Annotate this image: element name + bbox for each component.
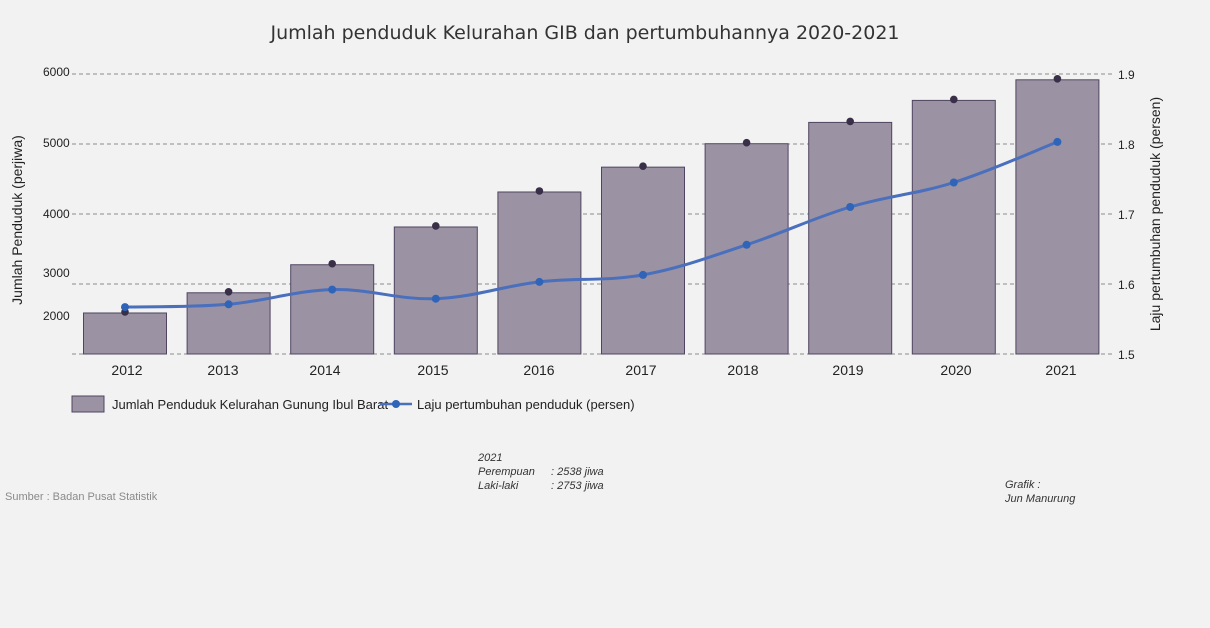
note-female-label: Perempuan xyxy=(478,466,535,478)
bar-marker-2013 xyxy=(224,287,233,296)
right-tick-label: 1.6 xyxy=(1118,278,1135,292)
bar-2019 xyxy=(808,121,893,355)
x-tick-label: 2021 xyxy=(1045,362,1076,378)
x-tick-label: 2020 xyxy=(940,362,971,378)
legend: Jumlah Penduduk Kelurahan Gunung Ibul Ba… xyxy=(71,395,635,413)
left-axis-label: Jumlah Penduduk (perjiwa) xyxy=(9,135,25,305)
legend-bar-label: Jumlah Penduduk Kelurahan Gunung Ibul Ba… xyxy=(112,397,388,412)
bar-2015 xyxy=(393,226,478,355)
legend-line-label: Laju pertumbuhan penduduk (persen) xyxy=(417,397,635,412)
left-axis-ticks: 6000 5000 4000 3000 2000 xyxy=(43,65,70,323)
note-year: 2021 xyxy=(478,452,503,464)
x-tick-label: 2019 xyxy=(832,362,863,378)
credit-label: Grafik : xyxy=(1005,479,1041,491)
growth-line-series xyxy=(121,137,1062,312)
bar-2012 xyxy=(83,312,167,355)
line-point-2013 xyxy=(224,300,233,309)
line-point-2015 xyxy=(431,294,440,303)
line-point-2012 xyxy=(121,303,129,312)
bar-2021 xyxy=(1015,79,1100,355)
bar-2016 xyxy=(497,191,582,355)
left-tick-label: 5000 xyxy=(43,136,70,150)
right-tick-label: 1.5 xyxy=(1118,348,1135,362)
legend-bar-swatch xyxy=(71,395,105,413)
x-tick-label: 2013 xyxy=(207,362,238,378)
right-tick-label: 1.7 xyxy=(1118,208,1135,222)
x-tick-label: 2012 xyxy=(111,362,142,378)
line-point-2017 xyxy=(639,270,647,279)
x-tick-label: 2014 xyxy=(309,362,340,378)
credit: Grafik : Jun Manurung xyxy=(1005,478,1075,506)
right-tick-label: 1.9 xyxy=(1118,68,1135,82)
x-tick-label: 2016 xyxy=(523,362,554,378)
line-point-2021 xyxy=(1053,137,1062,146)
x-tick-label: 2017 xyxy=(625,362,656,378)
population-note: 2021 Perempuan : 2538 jiwa Laki-laki : 275… xyxy=(478,451,604,493)
left-tick-label: 3000 xyxy=(43,266,70,280)
x-tick-label: 2018 xyxy=(727,362,758,378)
note-female-value: : 2538 jiwa xyxy=(551,466,604,478)
note-row-female: Perempuan : 2538 jiwa xyxy=(478,465,604,479)
bar-2020 xyxy=(911,99,996,355)
bar-marker-2018 xyxy=(742,138,751,147)
bar-marker-2019 xyxy=(846,117,854,126)
source-text: Sumber : Badan Pusat Statistik xyxy=(5,491,158,503)
line-point-2014 xyxy=(328,285,337,294)
bar-2017 xyxy=(601,166,685,355)
bar-marker-2016 xyxy=(535,187,544,195)
bar-2014 xyxy=(290,264,375,355)
bar-marker-2021 xyxy=(1053,75,1062,83)
credit-author: Jun Manurung xyxy=(1005,493,1076,505)
right-axis-ticks: 1.9 1.8 1.7 1.6 1.5 xyxy=(1118,68,1135,362)
right-axis-label: Laju pertumbuhan penduduk (persen) xyxy=(1147,97,1163,331)
chart-title: Jumlah penduduk Kelurahan GIB dan pertum… xyxy=(269,22,899,44)
bars xyxy=(83,75,1100,355)
line-point-2019 xyxy=(846,203,855,211)
left-tick-label: 6000 xyxy=(43,65,70,79)
growth-line xyxy=(124,140,1058,309)
note-male-value: : 2753 jiwa xyxy=(551,480,604,492)
right-tick-label: 1.8 xyxy=(1118,138,1135,152)
x-axis-ticks: 2012 2013 2014 2015 2016 2017 2018 2019 2020 2021 xyxy=(111,362,1076,378)
x-tick-label: 2015 xyxy=(417,362,448,378)
bar-marker-2015 xyxy=(432,222,440,230)
line-point-2016 xyxy=(535,277,544,286)
legend-line-marker xyxy=(392,400,400,408)
bar-2018 xyxy=(704,143,789,355)
note-row-male: Laki-laki : 2753 jiwa xyxy=(478,479,604,493)
line-point-2018 xyxy=(742,240,751,249)
left-tick-label: 4000 xyxy=(43,207,70,221)
bar-marker-2020 xyxy=(950,95,958,104)
line-point-2020 xyxy=(949,178,958,187)
bar-marker-2017 xyxy=(639,162,647,170)
left-tick-label: 2000 xyxy=(43,309,70,323)
note-male-label: Laki-laki xyxy=(478,480,519,492)
bar-marker-2014 xyxy=(328,259,337,268)
